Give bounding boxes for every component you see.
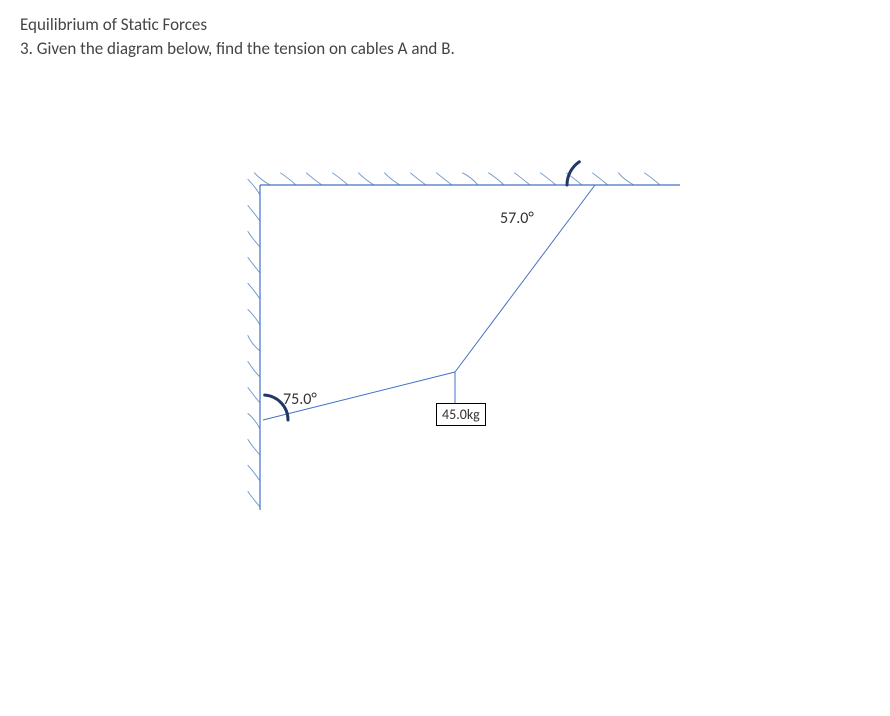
diagram-svg xyxy=(0,0,890,716)
diagram: 75.0° 57.0° 45.0kg xyxy=(0,0,890,716)
angle-a-label: 75.0° xyxy=(283,390,317,409)
mass-label: 45.0kg xyxy=(436,403,486,426)
angle-b-label: 57.0° xyxy=(500,209,534,228)
